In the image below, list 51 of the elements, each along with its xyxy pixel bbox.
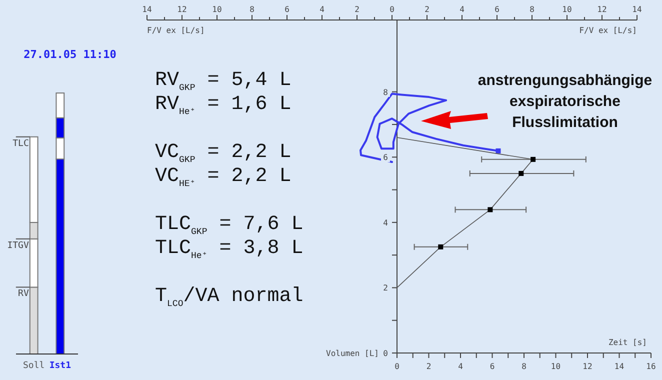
text: VC$_{HE⁺}$ = 2,2 L <box>155 165 292 189</box>
y-tick-label: 2 <box>383 284 388 293</box>
y-tick-label: 0 <box>383 349 388 358</box>
annotation: ITGV <box>7 240 30 251</box>
annotation: anstrengungsabhängige exspiratorische Flusslimitation <box>478 72 652 131</box>
x2-tick-label: 12 <box>177 5 187 14</box>
x-tick-label: Ist1 <box>49 361 71 371</box>
x-tick-label: Soll <box>23 361 45 371</box>
x2-tick-label: 2 <box>424 5 430 14</box>
chart-title: 27.01.05 11:10 <box>24 48 116 61</box>
x2-tick-label: 8 <box>250 5 255 14</box>
text: VC$_{GKP}$ = 2,2 L <box>155 141 292 165</box>
annotation: TLC <box>12 138 29 149</box>
text: TLC$_{He⁺}$ = 3,8 L <box>155 237 304 261</box>
y-tick-label: 4 <box>383 218 388 228</box>
text: RV$_{GKP}$ = 5,4 L <box>155 69 292 93</box>
text: TLC$_{GKP}$ = 7,6 L <box>155 213 304 237</box>
y-tick-label: 8 <box>383 88 388 97</box>
point <box>518 170 524 176</box>
point <box>438 244 444 250</box>
x2-tick-label: 2 <box>354 5 360 14</box>
x-axis-title: Zeit [s] <box>608 338 647 347</box>
x2-tick-label: 8 <box>530 5 535 14</box>
x2-tick-label: 6 <box>284 5 290 14</box>
x2-tick-label: 10 <box>212 5 222 14</box>
x-tick-label: 2 <box>426 362 432 371</box>
text: T$_{LCO}$/VA normal <box>155 285 304 309</box>
x2-tick-label: 14 <box>142 5 152 14</box>
x-tick-label: 4 <box>458 362 464 371</box>
x2-tick-label: 14 <box>632 5 642 14</box>
point <box>530 156 536 162</box>
x-tick-label: 6 <box>490 362 495 371</box>
x-tick-label: 10 <box>550 362 561 371</box>
x2-tick-label: 4 <box>460 5 465 14</box>
x2-tick-label: 4 <box>320 5 325 14</box>
x2-tick-label: 6 <box>494 5 500 14</box>
annotation: RV <box>18 289 30 300</box>
x2-axis-title: F/V ex [L/s] <box>579 26 637 35</box>
point <box>488 207 493 212</box>
x2-tick-label: 10 <box>562 5 572 14</box>
x-tick-label: 8 <box>522 362 527 371</box>
y-axis-title: Volumen [L] <box>326 349 379 358</box>
x-tick-label: 14 <box>614 362 624 371</box>
x-tick-label: 0 <box>394 362 400 371</box>
x2-tick-label: 12 <box>597 5 607 14</box>
x-tick-label: 12 <box>582 362 592 371</box>
text: RV$_{He⁺}$ = 1,6 L <box>155 93 292 117</box>
text: F/V ex [L/s] <box>147 26 205 35</box>
x2-tick-label: 0 <box>390 5 395 14</box>
x-tick-label: 16 <box>646 362 656 371</box>
y-tick-label: 6 <box>383 153 388 162</box>
